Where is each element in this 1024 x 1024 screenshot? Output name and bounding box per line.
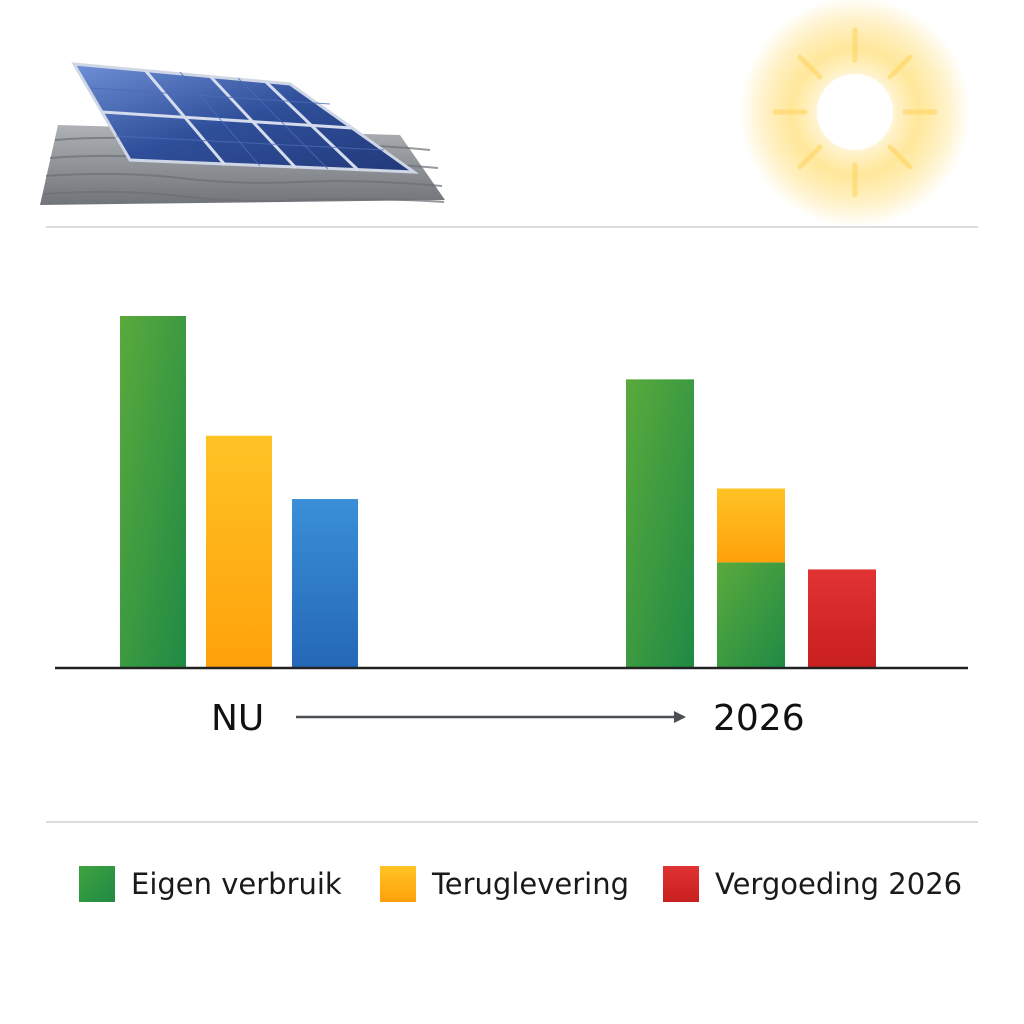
- bar-2026-1-segment-0: [717, 562, 785, 668]
- bar-nu-2-segment-0: [292, 499, 358, 668]
- bars-layer: [120, 316, 876, 668]
- bar-nu-0-segment-0: [120, 316, 186, 668]
- legend-label: Vergoeding 2026: [715, 867, 963, 901]
- period-label-now: NU: [211, 698, 265, 739]
- bar-2026-1-segment-1: [717, 488, 785, 563]
- bottom-divider: [46, 821, 978, 823]
- legend-swatch-red: [663, 866, 699, 902]
- top-divider: [46, 226, 978, 228]
- period-label-future: 2026: [713, 698, 805, 739]
- legend-item-teruglevering: Teruglevering: [380, 866, 629, 902]
- legend-label: Eigen verbruik: [131, 867, 342, 901]
- sun-icon: [740, 0, 970, 225]
- bar-2026-2-segment-0: [808, 569, 876, 668]
- legend-swatch-orange: [380, 866, 416, 902]
- legend-swatch-green: [79, 866, 115, 902]
- bar-chart: [55, 316, 968, 723]
- legend-label: Teruglevering: [432, 867, 630, 901]
- bar-2026-0-segment-0: [626, 379, 694, 668]
- legend-item-vergoeding-2026: Vergoeding 2026: [663, 866, 962, 902]
- solar-panel-icon: [40, 62, 445, 205]
- legend-item-eigen-verbruik: Eigen verbruik: [79, 866, 342, 902]
- hero-illustration: [40, 0, 970, 225]
- bar-nu-1-segment-0: [206, 435, 272, 668]
